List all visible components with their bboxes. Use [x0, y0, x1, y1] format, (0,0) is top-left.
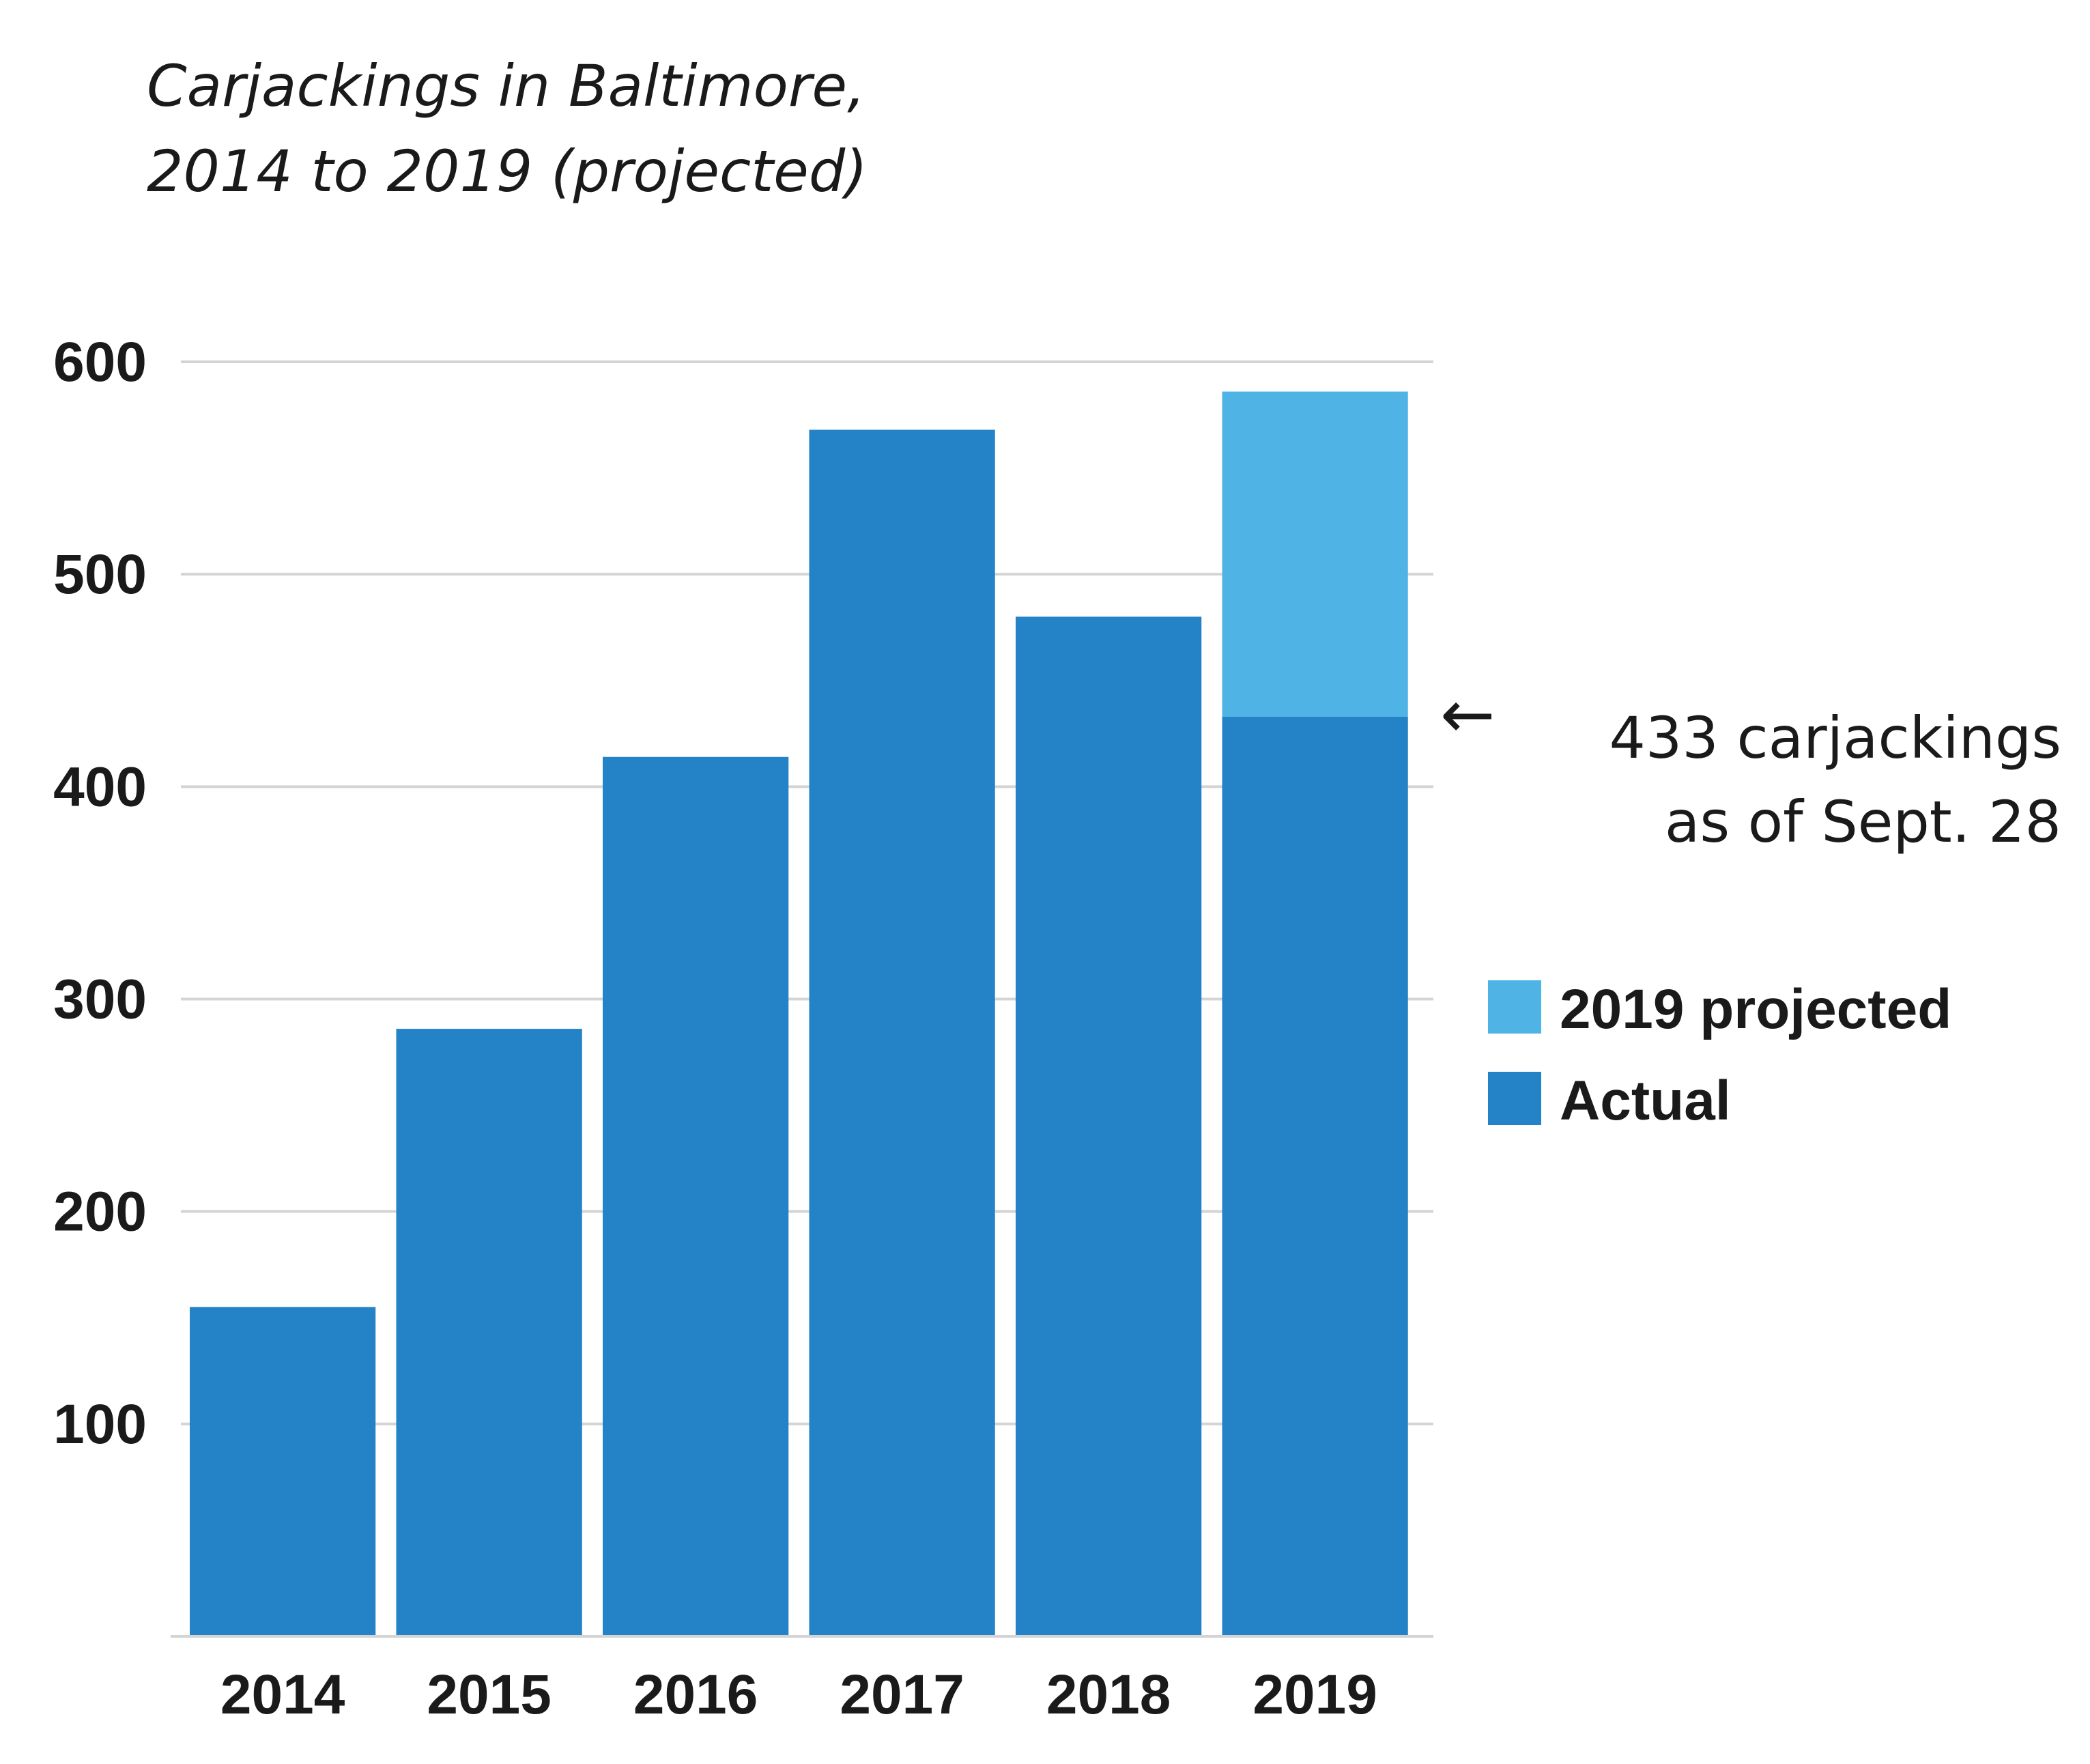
x-tick-label: 2014 [220, 1664, 345, 1726]
bar-2019-projected [1222, 391, 1408, 717]
x-tick-label: 2015 [427, 1664, 551, 1726]
annotation-arrow: ← [1440, 677, 1495, 753]
x-tick-label: 2016 [633, 1664, 758, 1726]
bar-2015-actual [396, 1029, 582, 1636]
y-tick-label: 100 [53, 1393, 147, 1455]
legend-swatch-actual [1488, 1072, 1541, 1125]
chart-title-line-1: Carjackings in Baltimore, [147, 53, 865, 119]
y-axis-ticks: 100 200 300 400 500 600 [53, 331, 147, 1455]
annotation-line-2: as of Sept. 28 [1665, 788, 2061, 855]
bar-2014-actual [190, 1307, 376, 1636]
bar-2018-actual [1016, 616, 1202, 1636]
y-tick-label: 500 [53, 543, 147, 606]
annotation: ← 433 carjackings as of Sept. 28 [1440, 677, 2061, 855]
bars [190, 391, 1408, 1637]
y-tick-label: 200 [53, 1181, 147, 1243]
x-tick-label: 2019 [1252, 1664, 1377, 1726]
legend: 2019 projected Actual [1488, 978, 1951, 1132]
y-tick-label: 300 [53, 969, 147, 1031]
legend-label-actual: Actual [1560, 1070, 1731, 1132]
x-axis-ticks: 2014 2015 2016 2017 2018 2019 [220, 1664, 1377, 1726]
chart-title-line-2: 2014 to 2019 (projected) [147, 138, 868, 205]
y-tick-label: 600 [53, 331, 147, 393]
legend-swatch-projected [1488, 980, 1541, 1034]
x-tick-label: 2018 [1046, 1664, 1171, 1726]
bar-2016-actual [603, 756, 789, 1636]
x-tick-label: 2017 [840, 1664, 964, 1726]
y-tick-label: 400 [53, 756, 147, 818]
bar-2017-actual [809, 429, 995, 1637]
annotation-line-1: 433 carjackings [1609, 705, 2061, 771]
legend-label-projected: 2019 projected [1560, 978, 1951, 1040]
bar-2019-actual [1222, 716, 1408, 1636]
